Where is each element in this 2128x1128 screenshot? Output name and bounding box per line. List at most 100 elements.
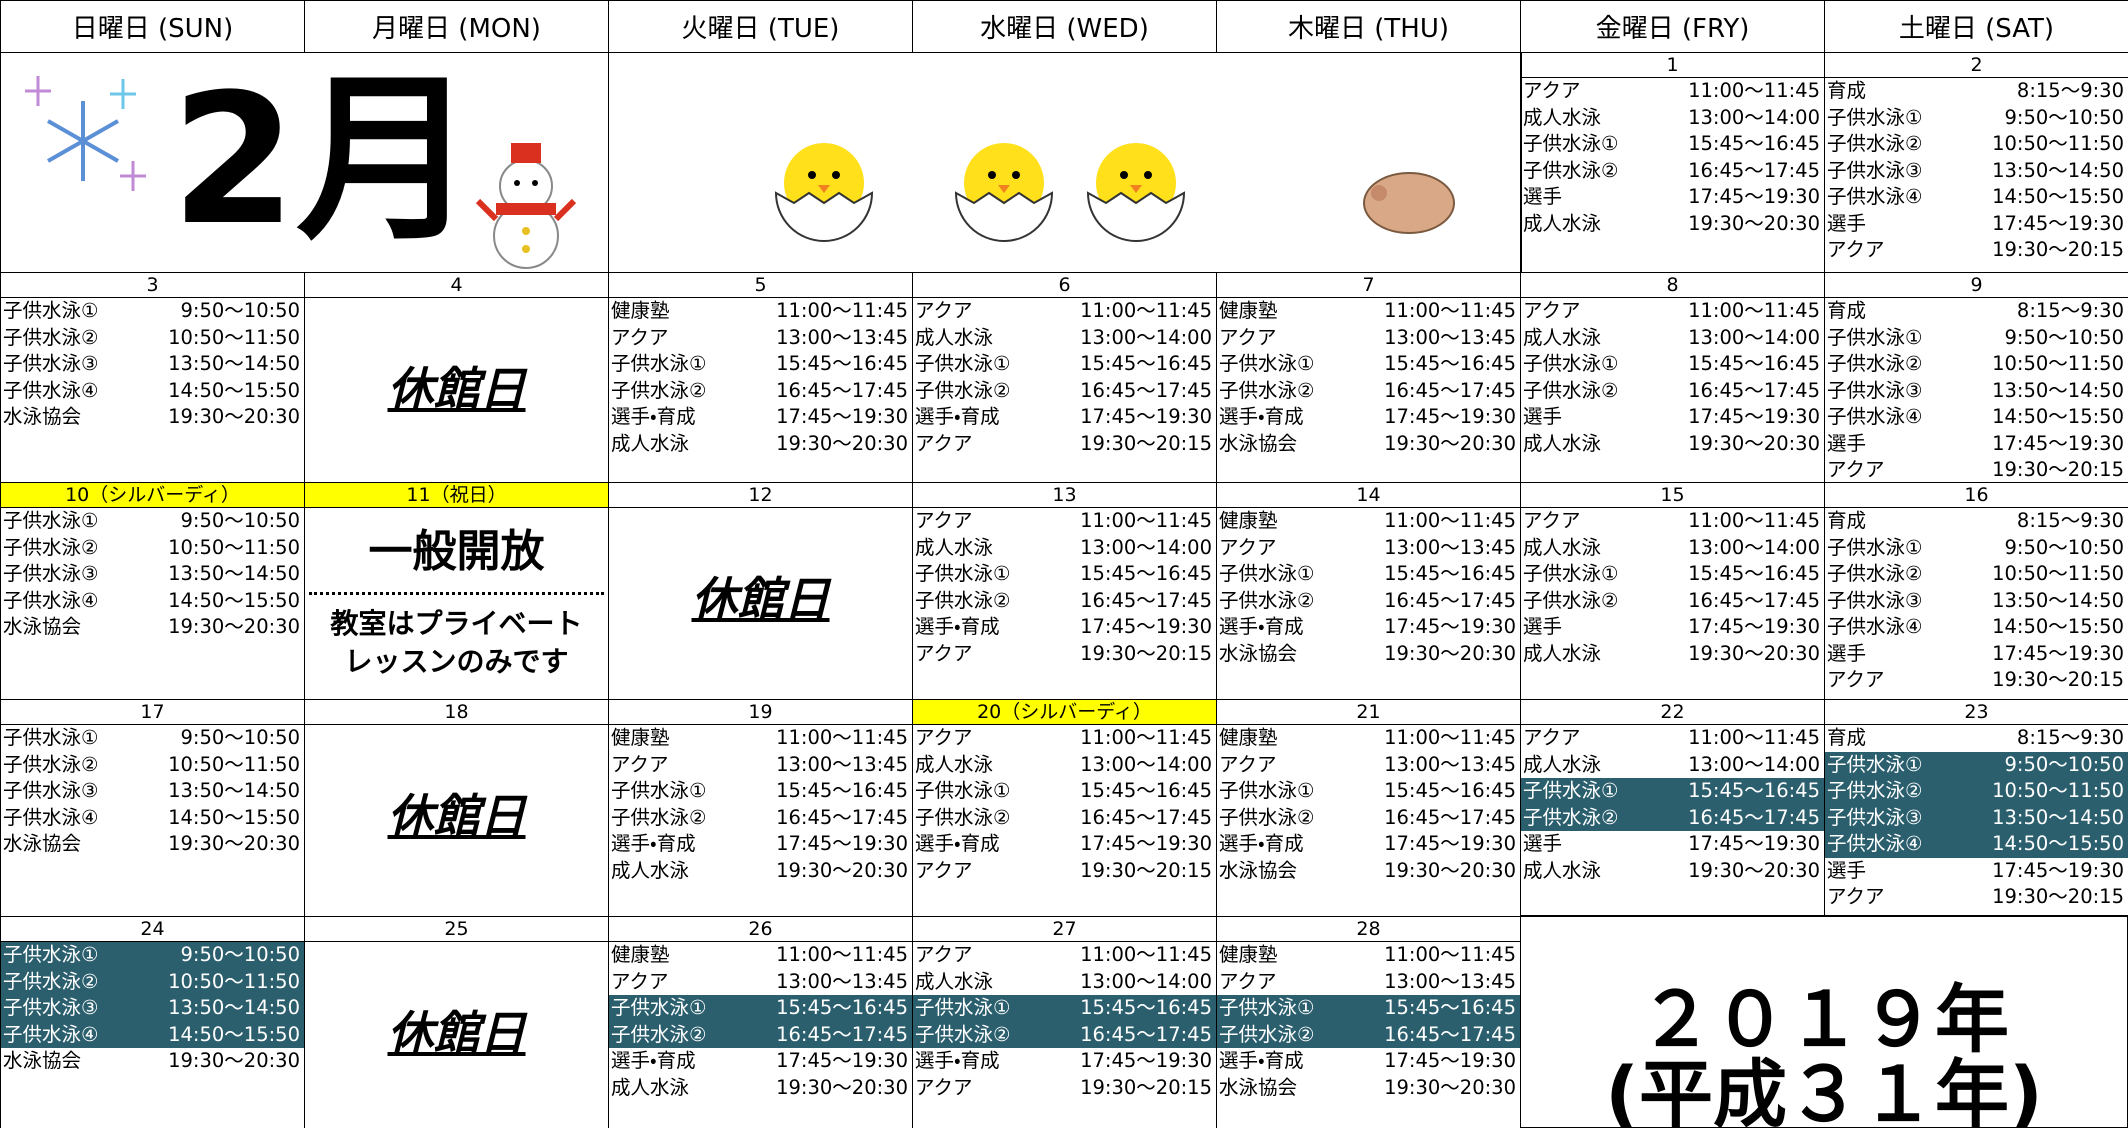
- class-entry: 選手・育成 17:45～19:30: [1217, 1048, 1520, 1075]
- class-entry: 選手 17:45～19:30: [1825, 858, 2128, 885]
- weekday-header: 水曜日 (WED): [912, 0, 1217, 53]
- class-time: 11:00～11:45: [1080, 726, 1212, 749]
- class-entry: 子供水泳① 15:45～16:45: [913, 778, 1216, 805]
- class-name: 子供水泳②: [1827, 132, 1923, 155]
- class-name: アクア: [1219, 535, 1277, 559]
- class-entry: アクア 11:00～11:45: [1521, 298, 1824, 325]
- class-time: 15:45～16:45: [1384, 562, 1516, 585]
- class-entry: 選手・育成 17:45～19:30: [609, 1048, 912, 1075]
- class-entry: 子供水泳② 16:45～17:45: [913, 378, 1216, 405]
- class-entry: 選手 17:45～19:30: [1825, 431, 2128, 458]
- class-entry: アクア 19:30～20:15: [1825, 667, 2128, 694]
- class-name: アクア: [611, 325, 669, 349]
- class-entry: 選手 17:45～19:30: [1825, 211, 2128, 238]
- class-time: 17:45～19:30: [1080, 1049, 1212, 1072]
- class-time: 11:00～11:45: [1080, 299, 1212, 322]
- day-label: 14: [1217, 483, 1520, 508]
- class-time: 17:45～19:30: [1992, 858, 2124, 882]
- class-entry: 子供水泳② 10:50～11:50: [1, 325, 304, 352]
- class-entry: 子供水泳① 9:50～10:50: [1825, 105, 2128, 132]
- class-time: 14:50～15:50: [1992, 832, 2124, 855]
- day-label: 2: [1825, 53, 2128, 78]
- class-entry: 選手・育成 17:45～19:30: [913, 404, 1216, 431]
- day-cell: 26 健康塾 11:00～11:45 アクア 13:00～13:45 子供水泳① 15:45…: [608, 916, 913, 1128]
- class-time: 8:15～9:30: [2016, 79, 2124, 102]
- class-name: アクア: [915, 858, 973, 882]
- class-entry: 子供水泳② 10:50～11:50: [1, 968, 304, 995]
- class-time: 19:30～20:30: [168, 405, 300, 428]
- day-cell: 28 健康塾 11:00～11:45 アクア 13:00～13:45 子供水泳① 15:45…: [1216, 916, 1521, 1128]
- class-entry: 子供水泳① 9:50～10:50: [1, 942, 304, 969]
- day-cell: 2 育成 8:15～9:30 子供水泳① 9:50～10:50 子供水泳② 10:50～11…: [1824, 52, 2128, 273]
- class-name: 健康塾: [611, 726, 670, 749]
- class-name: 成人水泳: [915, 969, 994, 993]
- class-entry: 子供水泳② 10:50～11:50: [1825, 561, 2128, 588]
- class-name: アクア: [1523, 509, 1581, 532]
- class-name: 選手・育成: [611, 832, 696, 855]
- class-name: 子供水泳②: [915, 805, 1011, 829]
- class-entry: 成人水泳 13:00～14:00: [1521, 535, 1824, 562]
- class-entry: 子供水泳② 16:45～17:45: [913, 1021, 1216, 1048]
- class-time: 11:00～11:45: [1080, 509, 1212, 532]
- class-entry: 成人水泳 19:30～20:30: [609, 858, 912, 885]
- class-entry: アクア 11:00～11:45: [913, 725, 1216, 752]
- class-time: 16:45～17:45: [1080, 588, 1212, 612]
- class-entry: アクア 13:00～13:45: [609, 752, 912, 779]
- month-cell: 2月: [0, 52, 609, 273]
- class-name: 子供水泳①: [611, 996, 707, 1019]
- class-name: 子供水泳①: [1219, 352, 1315, 375]
- class-time: 17:45～19:30: [1688, 832, 1820, 855]
- class-name: 成人水泳: [915, 535, 994, 559]
- class-name: 子供水泳④: [3, 588, 99, 612]
- day-cell: 4 休館日: [304, 272, 609, 483]
- class-time: 19:30～20:30: [1688, 431, 1820, 455]
- class-name: 子供水泳①: [915, 352, 1011, 375]
- class-name: アクア: [1523, 726, 1581, 749]
- class-entry: 健康塾 11:00～11:45: [1217, 508, 1520, 535]
- weekday-header: 金曜日 (FRY): [1520, 0, 1825, 53]
- weekday-header: 土曜日 (SAT): [1824, 0, 2128, 53]
- class-name: 選手: [1827, 858, 1867, 882]
- class-name: 子供水泳④: [3, 1022, 99, 1046]
- class-name: 子供水泳③: [1827, 158, 1923, 182]
- class-name: 選手: [1827, 641, 1867, 665]
- class-time: 11:00～11:45: [776, 299, 908, 322]
- class-entry: 子供水泳② 16:45～17:45: [913, 805, 1216, 832]
- class-entry: 選手・育成 17:45～19:30: [913, 831, 1216, 858]
- day-label: 19: [609, 700, 912, 725]
- class-time: 19:30～20:30: [1688, 211, 1820, 235]
- class-time: 16:45～17:45: [1080, 1022, 1212, 1046]
- class-time: 10:50～11:50: [1992, 562, 2124, 585]
- class-time: 19:30～20:15: [1992, 885, 2124, 908]
- class-name: 子供水泳②: [1523, 378, 1619, 402]
- class-time: 9:50～10:50: [180, 509, 301, 532]
- class-time: 16:45～17:45: [776, 1022, 908, 1046]
- class-name: 選手: [1523, 405, 1563, 428]
- class-name: 子供水泳②: [1523, 588, 1619, 612]
- class-time: 17:45～19:30: [776, 832, 908, 855]
- class-time: 19:30～20:30: [776, 431, 908, 455]
- class-time: 14:50～15:50: [168, 1022, 300, 1046]
- class-time: 13:00～14:00: [1688, 535, 1820, 559]
- class-name: 子供水泳①: [1827, 105, 1923, 129]
- class-time: 15:45～16:45: [1080, 562, 1212, 585]
- class-name: アクア: [915, 509, 973, 532]
- class-name: 健康塾: [611, 943, 670, 966]
- class-time: 10:50～11:50: [1992, 779, 2124, 802]
- class-name: 子供水泳②: [3, 969, 99, 993]
- day-label: 26: [609, 917, 912, 942]
- class-name: 成人水泳: [1523, 858, 1602, 882]
- class-entry: アクア 19:30～20:15: [1825, 884, 2128, 911]
- class-time: 11:00～11:45: [776, 943, 908, 966]
- class-time: 11:00～11:45: [1384, 299, 1516, 322]
- class-entry: 子供水泳② 16:45～17:45: [1521, 804, 1824, 831]
- class-time: 17:45～19:30: [1080, 405, 1212, 428]
- class-entry: アクア 19:30～20:15: [1825, 457, 2128, 482]
- class-entry: 水泳協会 19:30～20:30: [1, 614, 304, 641]
- day-label: 15: [1521, 483, 1824, 508]
- class-name: アクア: [1523, 79, 1581, 102]
- class-entry: 子供水泳① 9:50～10:50: [1825, 325, 2128, 352]
- class-entry: 選手・育成 17:45～19:30: [609, 831, 912, 858]
- class-time: 13:00～13:45: [776, 752, 908, 776]
- class-name: 子供水泳①: [3, 509, 99, 532]
